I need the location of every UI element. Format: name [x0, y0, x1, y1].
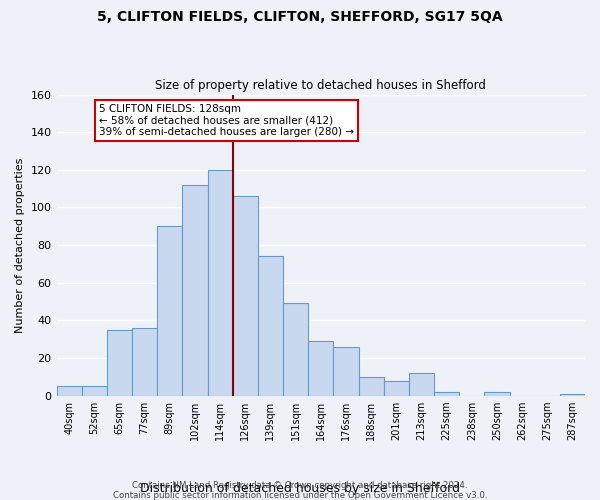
Y-axis label: Number of detached properties: Number of detached properties: [15, 158, 25, 333]
Bar: [383, 380, 409, 396]
Bar: [132, 328, 157, 396]
Text: Distribution of detached houses by size in Shefford: Distribution of detached houses by size …: [140, 482, 460, 495]
Text: 5, CLIFTON FIELDS, CLIFTON, SHEFFORD, SG17 5QA: 5, CLIFTON FIELDS, CLIFTON, SHEFFORD, SG…: [97, 10, 503, 24]
Bar: [434, 392, 459, 396]
Bar: [334, 346, 359, 396]
Bar: [157, 226, 182, 396]
Bar: [283, 304, 308, 396]
Bar: [82, 386, 107, 396]
Bar: [560, 394, 585, 396]
Bar: [308, 341, 334, 396]
Bar: [233, 196, 258, 396]
Bar: [182, 185, 208, 396]
Bar: [208, 170, 233, 396]
Title: Size of property relative to detached houses in Shefford: Size of property relative to detached ho…: [155, 79, 486, 92]
Text: Contains HM Land Registry data © Crown copyright and database right 2024.
Contai: Contains HM Land Registry data © Crown c…: [113, 480, 487, 500]
Bar: [484, 392, 509, 396]
Bar: [258, 256, 283, 396]
Bar: [409, 373, 434, 396]
Bar: [107, 330, 132, 396]
Text: 5 CLIFTON FIELDS: 128sqm
← 58% of detached houses are smaller (412)
39% of semi-: 5 CLIFTON FIELDS: 128sqm ← 58% of detach…: [100, 104, 355, 137]
Bar: [56, 386, 82, 396]
Bar: [359, 377, 383, 396]
